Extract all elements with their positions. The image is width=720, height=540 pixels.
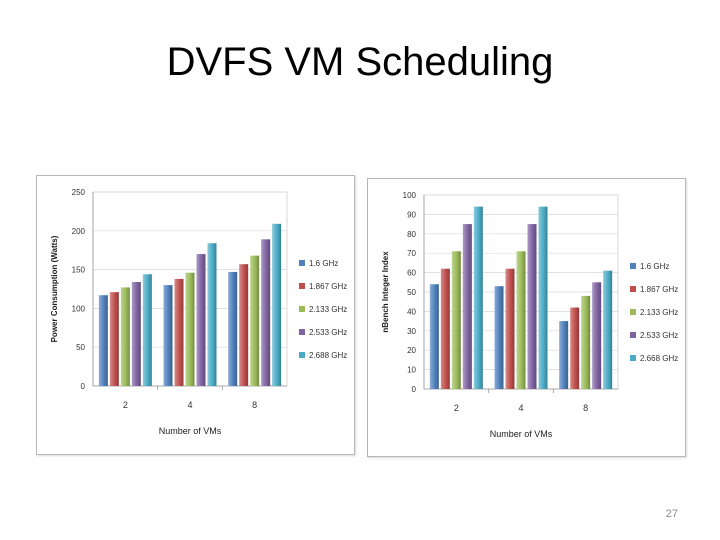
y-tick-label: 100 [72, 304, 86, 313]
bar [516, 251, 526, 389]
legend-label: 2.533 GHz [309, 328, 347, 337]
bar [228, 271, 238, 386]
slide-title: DVFS VM Scheduling [166, 40, 554, 84]
y-tick-label: 100 [403, 191, 417, 200]
legend-label: 1.867 GHz [640, 285, 678, 294]
legend-label: 2.668 GHz [640, 354, 678, 363]
bar [527, 224, 537, 389]
bar [163, 285, 173, 386]
legend-swatch [299, 260, 305, 266]
y-tick-label: 30 [407, 327, 416, 336]
bar [451, 251, 461, 389]
legend-label: 2.133 GHz [309, 305, 347, 314]
x-axis-label: Number of VMs [490, 429, 553, 439]
legend-label: 2.133 GHz [640, 308, 678, 317]
legend-label: 1.6 GHz [640, 262, 669, 271]
x-tick-label: 4 [518, 403, 523, 413]
bar [109, 292, 119, 386]
y-tick-label: 50 [407, 288, 416, 297]
bar [462, 224, 472, 389]
bar [120, 287, 130, 386]
legend-swatch [630, 309, 636, 315]
bar [261, 239, 271, 386]
legend-swatch [630, 286, 636, 292]
bar [494, 286, 504, 389]
legend-label: 1.6 GHz [309, 259, 338, 268]
bar [272, 223, 282, 386]
y-tick-label: 70 [407, 249, 416, 258]
bar [185, 272, 195, 386]
x-tick-label: 8 [252, 400, 257, 410]
page-number: 27 [665, 508, 678, 520]
power-consumption-chart-svg: 0 50 100 150 200 250 2 4 8 Number of VMs Power Con… [50, 188, 347, 436]
bar [505, 268, 515, 389]
legend-label: 1.867 GHz [309, 282, 347, 291]
bar [581, 295, 591, 389]
legend-swatch [299, 306, 305, 312]
y-tick-label: 50 [76, 343, 85, 352]
bar [239, 264, 249, 386]
bar [429, 284, 439, 389]
y-axis-label: nBench Integer Index [381, 251, 390, 333]
y-tick-label: 80 [407, 230, 416, 239]
legend-label: 2.533 GHz [640, 331, 678, 340]
legend-swatch [630, 332, 636, 338]
legend-swatch [299, 329, 305, 335]
y-tick-label: 0 [81, 382, 86, 391]
nbench-index-chart-svg: 0 10 20 30 40 50 60 70 80 90 100 2 4 8 Number of VMs nB… [381, 191, 678, 439]
x-tick-label: 4 [187, 400, 192, 410]
y-axis-label: Power Consumption (Watts) [50, 235, 59, 342]
bar [207, 243, 217, 386]
y-tick-label: 90 [407, 210, 416, 219]
y-tick-label: 200 [72, 227, 86, 236]
bar [559, 321, 569, 389]
nbench-index-chart: 0 10 20 30 40 50 60 70 80 90 100 2 4 8 Number of VMs nB… [367, 178, 686, 457]
bar [174, 278, 184, 386]
bar [538, 206, 548, 389]
legend-swatch [299, 283, 305, 289]
bar [570, 307, 580, 389]
x-axis-label: Number of VMs [159, 426, 222, 436]
x-tick-label: 2 [454, 403, 459, 413]
legend-swatch [630, 355, 636, 361]
legend-swatch [630, 263, 636, 269]
y-tick-label: 250 [72, 188, 86, 197]
bar [131, 282, 141, 386]
bar [603, 270, 613, 389]
bar [592, 282, 602, 389]
bar [473, 206, 483, 389]
x-tick-label: 2 [123, 400, 128, 410]
y-tick-label: 150 [72, 266, 86, 275]
y-tick-label: 10 [407, 366, 416, 375]
bar [196, 254, 206, 386]
y-tick-label: 40 [407, 307, 416, 316]
y-tick-label: 60 [407, 269, 416, 278]
power-consumption-chart: 0 50 100 150 200 250 2 4 8 Number of VMs Power Con… [36, 175, 355, 455]
legend-swatch [299, 352, 305, 358]
y-tick-label: 20 [407, 346, 416, 355]
bar [440, 268, 450, 389]
bar [250, 255, 260, 386]
bar [98, 295, 108, 386]
bar [142, 274, 152, 386]
x-tick-label: 8 [583, 403, 588, 413]
legend-label: 2.688 GHz [309, 351, 347, 360]
y-tick-label: 0 [412, 385, 417, 394]
